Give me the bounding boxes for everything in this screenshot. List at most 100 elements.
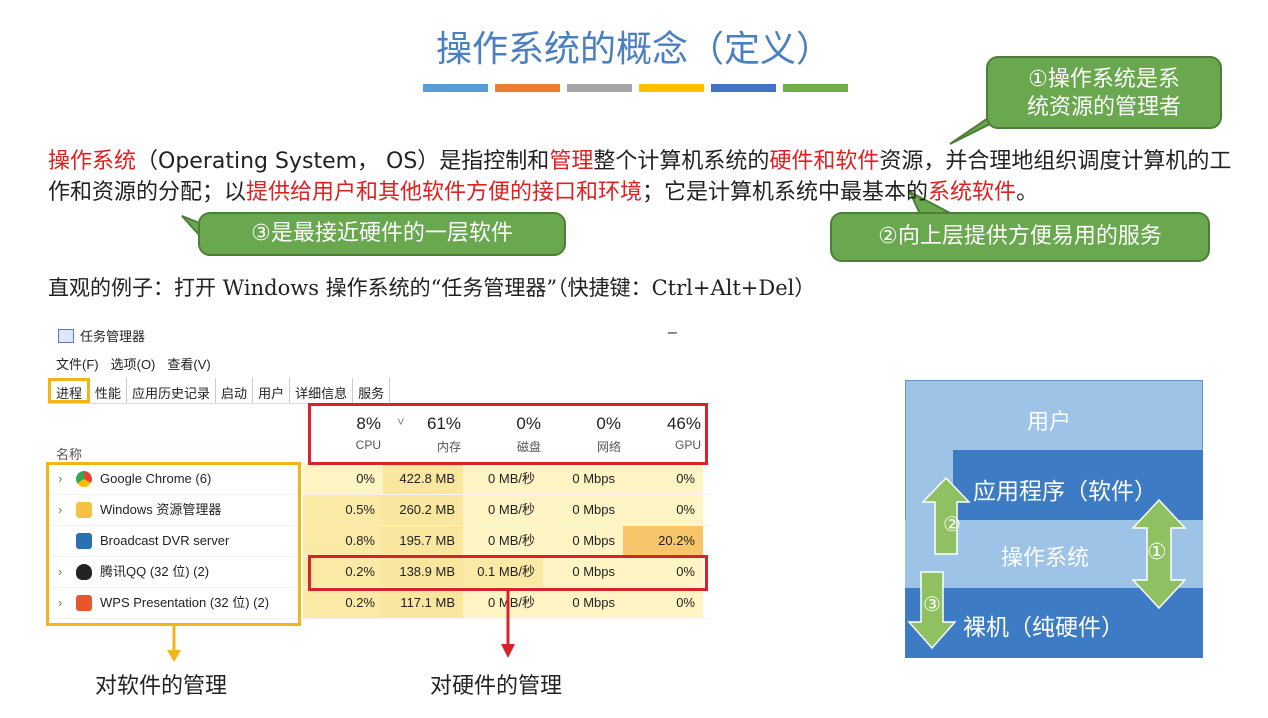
- process-name-cell: › 腾讯QQ (32 位) (2): [48, 557, 303, 587]
- text: （Operating System， OS）是指控制和: [136, 149, 550, 174]
- mem-pct: 61%: [426, 414, 461, 433]
- text: 整个计算机系统的: [593, 149, 770, 174]
- net-cell: 0 Mbps: [543, 495, 623, 525]
- col-disk[interactable]: 0% 磁盘: [461, 414, 541, 455]
- menu-view[interactable]: 查看(V): [167, 357, 211, 372]
- hw-label: 裸机（纯硬件）: [963, 615, 1124, 641]
- double-arrow-icon: [1131, 498, 1187, 610]
- process-name: Google Chrome (6): [100, 471, 212, 486]
- arrow-3-label: ③: [923, 592, 941, 616]
- process-name: Windows 资源管理器: [100, 502, 222, 517]
- tm-titlebar: 任务管理器: [58, 326, 145, 345]
- table-row[interactable]: › Windows 资源管理器 0.5% 260.2 MB 0 MB/秒 0 Mb…: [48, 495, 710, 526]
- gpu-cell: 0%: [623, 495, 703, 525]
- sort-chevron-icon: ˅: [397, 414, 405, 429]
- accent-bars: [423, 84, 848, 92]
- tm-column-headers: 8% CPU 61% 内存 0% 磁盘 0% 网络 46% GPU ˅: [48, 406, 710, 460]
- chevron-right-icon[interactable]: ›: [58, 471, 63, 486]
- hardware-arrow-icon: [501, 590, 515, 658]
- disk-label: 磁盘: [516, 440, 541, 454]
- chevron-right-icon[interactable]: ›: [58, 595, 63, 610]
- table-row[interactable]: Broadcast DVR server 0.8% 195.7 MB 0 MB/…: [48, 526, 710, 557]
- callout-resource-manager: ①操作系统是系 统资源的管理者: [986, 56, 1222, 129]
- task-manager-window: 任务管理器 – 文件(F) 选项(O) 查看(V) 进程 性能 应用历史记录 启…: [48, 322, 710, 622]
- tab-details[interactable]: 详细信息: [290, 378, 354, 403]
- disk-cell: 0 MB/秒: [463, 526, 543, 556]
- hardware-highlight-box-row: [308, 555, 708, 591]
- folder-icon: [76, 502, 92, 518]
- table-row[interactable]: › Google Chrome (6) 0% 422.8 MB 0 MB/秒 0 …: [48, 464, 710, 495]
- tab-startup[interactable]: 启动: [216, 378, 254, 403]
- callout-text: ①操作系统是系 统资源的管理者: [1026, 67, 1181, 120]
- minimize-button[interactable]: –: [668, 324, 677, 341]
- table-row[interactable]: › 腾讯QQ (32 位) (2) 0.2% 138.9 MB 0.1 MB/秒 …: [48, 557, 710, 588]
- arrow-1-label: ①: [1147, 540, 1167, 565]
- layer-diagram: 用户 应用程序（软件） 操作系统 裸机（纯硬件） ② ③ ①: [905, 380, 1203, 658]
- net-cell: 0 Mbps: [543, 526, 623, 556]
- hardware-highlight-box-header: [308, 403, 708, 465]
- tab-users[interactable]: 用户: [253, 378, 291, 403]
- tab-app-history[interactable]: 应用历史记录: [127, 378, 217, 403]
- mem-label: 内存: [436, 440, 461, 454]
- callout-closest-to-hardware: ③是最接近硬件的一层软件: [198, 212, 566, 256]
- mem-cell: 195.7 MB: [383, 526, 463, 556]
- menu-options[interactable]: 选项(O): [110, 357, 156, 372]
- disk-cell: 0 MB/秒: [463, 495, 543, 525]
- process-name-cell: › WPS Presentation (32 位) (2): [48, 588, 303, 618]
- task-manager-icon: [58, 328, 74, 343]
- disk-cell: 0 MB/秒: [463, 588, 543, 618]
- tab-performance[interactable]: 性能: [90, 378, 128, 403]
- tm-tabs: 进程 性能 应用历史记录 启动 用户 详细信息 服务: [48, 378, 710, 404]
- mem-cell: 117.1 MB: [383, 588, 463, 618]
- net-cell: 0 Mbps: [543, 557, 623, 587]
- cpu-cell: 0%: [303, 464, 383, 494]
- net-cell: 0 Mbps: [543, 588, 623, 618]
- col-gpu[interactable]: 46% GPU: [621, 414, 701, 452]
- table-row[interactable]: › WPS Presentation (32 位) (2) 0.2% 117.1 …: [48, 588, 710, 619]
- text: 资源，并合理地组织调度计算机的工作和资源的分配；以: [48, 149, 1232, 205]
- qq-penguin-icon: [76, 564, 92, 580]
- process-name-cell: › Google Chrome (6): [48, 464, 303, 494]
- gpu-pct: 46%: [666, 414, 701, 433]
- term-manage: 管理: [549, 149, 594, 174]
- col-name[interactable]: 名称: [56, 447, 83, 462]
- menu-file[interactable]: 文件(F): [56, 357, 99, 372]
- process-name-cell: › Windows 资源管理器: [48, 495, 303, 525]
- cpu-pct: 8%: [356, 414, 381, 433]
- gpu-cell: 0%: [623, 557, 703, 587]
- arrow-2-label: ②: [943, 512, 961, 536]
- text: 。: [1016, 180, 1039, 205]
- software-management-label: 对软件的管理: [95, 674, 228, 699]
- term-os: 操作系统: [48, 149, 137, 174]
- text: ；它是计算机系统中最基本的: [642, 180, 929, 205]
- os-label: 操作系统: [1001, 546, 1090, 571]
- col-memory[interactable]: 61% 内存: [381, 414, 461, 455]
- dvr-server-icon: [76, 533, 92, 549]
- gpu-label: GPU: [674, 438, 701, 452]
- process-name: 腾讯QQ (32 位) (2): [100, 564, 210, 579]
- tab-services[interactable]: 服务: [353, 378, 391, 403]
- definition-paragraph: 操作系统（Operating System， OS）是指控制和管理整个计算机系统…: [48, 146, 1238, 208]
- col-network[interactable]: 0% 网络: [541, 414, 621, 455]
- callout-services: ②向上层提供方便易用的服务: [830, 212, 1210, 262]
- hardware-management-label: 对硬件的管理: [430, 674, 563, 699]
- gpu-cell: 0%: [623, 588, 703, 618]
- up-arrow-icon: [921, 476, 971, 555]
- wps-icon: [76, 595, 92, 611]
- gpu-cell: 20.2%: [623, 526, 703, 556]
- app-label: 应用程序（软件）: [973, 479, 1157, 505]
- mem-cell: 260.2 MB: [383, 495, 463, 525]
- col-cpu[interactable]: 8% CPU: [301, 414, 381, 452]
- disk-cell: 0.1 MB/秒: [463, 557, 543, 587]
- chevron-right-icon[interactable]: ›: [58, 502, 63, 517]
- user-label: 用户: [1027, 410, 1072, 435]
- tab-processes[interactable]: 进程: [48, 378, 91, 403]
- tm-title: 任务管理器: [80, 329, 146, 344]
- term-hw-sw: 硬件和软件: [769, 149, 880, 174]
- disk-pct: 0%: [516, 414, 541, 433]
- chevron-right-icon[interactable]: ›: [58, 564, 63, 579]
- cpu-cell: 0.5%: [303, 495, 383, 525]
- term-system-software: 系统软件: [928, 180, 1017, 205]
- software-arrow-icon: [167, 626, 181, 662]
- slide-title: 操作系统的概念（定义）: [435, 29, 832, 70]
